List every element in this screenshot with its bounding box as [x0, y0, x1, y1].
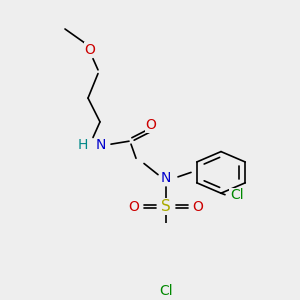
Text: Cl: Cl: [230, 188, 244, 203]
Text: O: O: [146, 118, 156, 132]
Text: O: O: [129, 200, 140, 214]
Text: Cl: Cl: [159, 284, 173, 298]
Text: H: H: [78, 138, 88, 152]
Text: O: O: [193, 200, 203, 214]
Text: N: N: [96, 138, 106, 152]
Text: N: N: [161, 171, 171, 185]
Text: O: O: [85, 43, 95, 57]
Text: S: S: [161, 199, 171, 214]
